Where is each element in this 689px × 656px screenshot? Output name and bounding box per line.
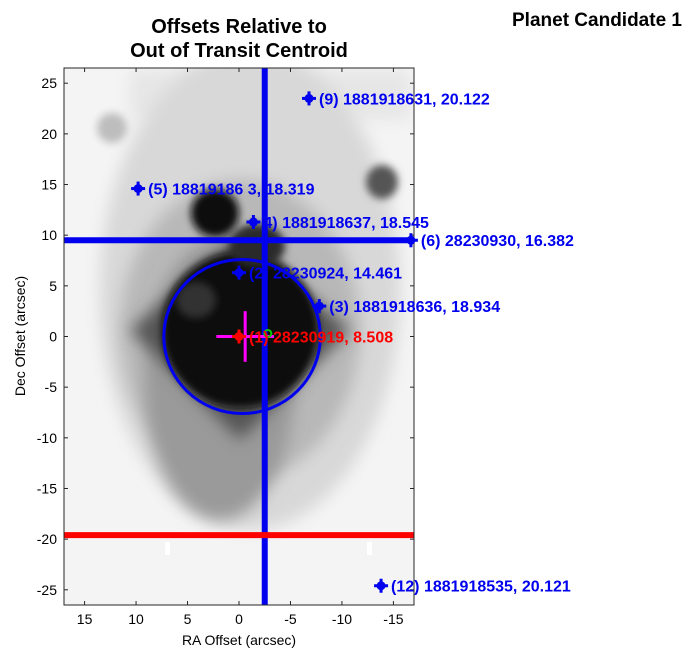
y-tick-label: 10 xyxy=(41,227,57,243)
y-tick-label: -20 xyxy=(37,531,57,547)
y-tick-label: 15 xyxy=(41,177,57,193)
x-tick-label: 15 xyxy=(77,611,93,627)
star-label: (1) 28230919, 8.508 xyxy=(249,330,393,347)
star-label: (2) 28230924, 14.461 xyxy=(249,266,402,283)
y-tick-label: -10 xyxy=(37,430,57,446)
y-tick-label: -25 xyxy=(37,582,57,598)
axes: 15 10 5 0 -5 -10 -15 25 20 15 10 5 0 -5 -10 -15 -20 -25 xyxy=(37,68,414,627)
star-label: (5) 18819186 3, 18.319 xyxy=(148,182,314,199)
y-tick-label: 20 xyxy=(41,126,57,142)
green-marker xyxy=(263,328,273,338)
star-label: 4) 1881918637, 18.545 xyxy=(263,215,429,232)
x-tick-label: 10 xyxy=(128,611,144,627)
y-tick-label: 5 xyxy=(49,278,57,294)
star-label: (3) 1881918636, 18.934 xyxy=(329,299,500,316)
y-axis-label: Dec Offset (arcsec) xyxy=(12,276,28,396)
y-tick-label: -15 xyxy=(37,480,57,496)
y-tick-label: 0 xyxy=(49,329,57,345)
chart-title-line-2: Out of Transit Centroid xyxy=(130,40,348,62)
panel-title: Planet Candidate 1 xyxy=(512,10,682,31)
star-label: (9) 1881918631, 20.122 xyxy=(319,91,490,108)
star-labels: (9) 1881918631, 20.122 (5) 18819186 3, 18… xyxy=(131,91,574,596)
star-label: (6) 28230930, 16.382 xyxy=(421,233,574,250)
x-tick-label: -5 xyxy=(284,611,297,627)
star-label: (12) 1881918535, 20.121 xyxy=(391,579,571,596)
x-tick-label: 5 xyxy=(184,611,192,627)
x-axis-label: RA Offset (arcsec) xyxy=(182,632,296,648)
overlay-layer xyxy=(64,68,414,605)
y-tick-label: 25 xyxy=(41,75,57,91)
y-tick-label: -5 xyxy=(45,379,58,395)
error-circle xyxy=(162,257,322,416)
x-tick-label: -10 xyxy=(332,611,352,627)
chart-title-line-1: Offsets Relative to xyxy=(151,16,327,38)
x-tick-label: 0 xyxy=(235,611,243,627)
x-tick-label: -15 xyxy=(383,611,403,627)
plot-area xyxy=(64,68,414,605)
